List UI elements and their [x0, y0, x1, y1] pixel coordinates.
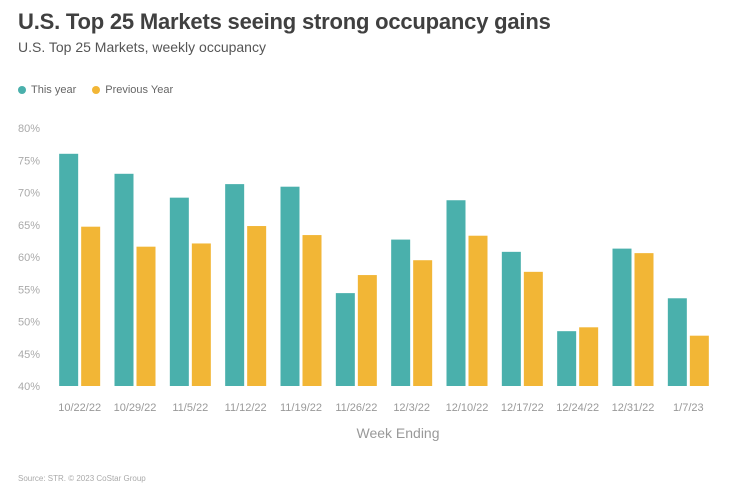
y-tick-label: 80%	[18, 123, 40, 135]
bar-previous-year	[634, 253, 654, 386]
legend-item-previous-year[interactable]: Previous Year	[92, 84, 173, 96]
bar-this-year	[225, 184, 245, 386]
bar-this-year	[557, 331, 577, 386]
x-tick-label: 12/31/22	[612, 402, 655, 414]
y-tick-label: 55%	[18, 284, 40, 296]
bar-previous-year	[247, 226, 267, 386]
x-tick-label: 10/22/22	[58, 402, 101, 414]
bar-previous-year	[302, 235, 322, 386]
y-tick-label: 45%	[18, 349, 40, 361]
x-tick-label: 12/24/22	[556, 402, 599, 414]
y-tick-label: 60%	[18, 252, 40, 264]
bar-previous-year	[689, 335, 709, 386]
chart-title: U.S. Top 25 Markets seeing strong occupa…	[18, 9, 551, 34]
legend-swatch-this-year	[18, 86, 26, 94]
legend: This year Previous Year	[18, 84, 173, 96]
x-tick-label: 11/12/22	[225, 402, 267, 414]
x-tick-label: 12/3/22	[393, 402, 430, 414]
x-tick-label: 1/7/23	[673, 402, 704, 414]
chart-subtitle: U.S. Top 25 Markets, weekly occupancy	[18, 39, 266, 55]
bar-previous-year	[136, 246, 156, 386]
bar-this-year	[501, 251, 521, 386]
legend-item-this-year[interactable]: This year	[18, 84, 76, 96]
source-note: Source: STR. © 2023 CoStar Group	[18, 474, 146, 483]
y-tick-label: 40%	[18, 381, 40, 393]
bar-this-year	[114, 173, 134, 386]
x-tick-label: 11/19/22	[280, 402, 322, 414]
y-tick-label: 65%	[18, 220, 40, 232]
bar-previous-year	[191, 243, 211, 386]
y-tick-label: 75%	[18, 155, 40, 167]
x-tick-label: 11/26/22	[335, 402, 377, 414]
x-tick-label: 12/10/22	[446, 402, 489, 414]
bar-this-year	[280, 186, 300, 386]
legend-label-previous-year: Previous Year	[105, 84, 174, 96]
bar-previous-year	[468, 235, 488, 386]
bar-this-year	[667, 298, 687, 386]
bar-previous-year	[579, 327, 599, 386]
x-tick-label: 12/17/22	[501, 402, 544, 414]
bar-this-year	[335, 293, 355, 386]
bar-previous-year	[523, 271, 543, 386]
bar-this-year	[612, 248, 632, 386]
bar-previous-year	[357, 275, 377, 386]
x-axis-label: Week Ending	[356, 425, 439, 441]
bar-this-year	[446, 200, 466, 386]
bar-this-year	[59, 153, 79, 386]
bar-this-year	[391, 239, 411, 386]
y-tick-label: 50%	[18, 317, 40, 329]
legend-swatch-previous-year	[92, 86, 101, 94]
bar-this-year	[169, 197, 189, 386]
bar-previous-year	[413, 260, 433, 386]
legend-label-this-year: This year	[31, 84, 77, 96]
x-tick-label: 11/5/22	[172, 402, 208, 414]
x-tick-label: 10/29/22	[114, 402, 157, 414]
y-tick-label: 70%	[18, 188, 40, 200]
bar-previous-year	[81, 226, 101, 386]
